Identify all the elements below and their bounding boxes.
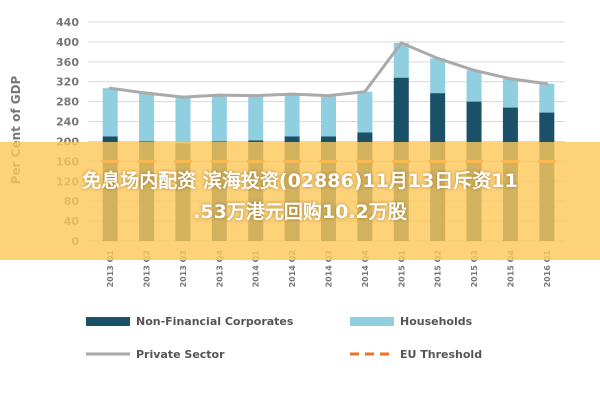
point-private-sector: [545, 82, 549, 86]
point-private-sector: [108, 86, 112, 90]
x-tick-label: 2015 Q1: [397, 250, 406, 288]
legend-label-non-financial-corporates: Non-Financial Corporates: [136, 315, 294, 328]
legend: Non-Financial Corporates Households Priv…: [86, 315, 482, 361]
overlay-caption-line2: .53万港元回购10.2万股: [193, 201, 407, 223]
bar-households: [139, 93, 155, 142]
bar-households: [211, 95, 227, 142]
legend-swatch-households: [350, 317, 394, 326]
x-tick-label: 2014 Q3: [325, 250, 334, 287]
bar-households: [248, 95, 264, 141]
point-private-sector: [181, 95, 185, 99]
x-tick-label: 2013 Q3: [179, 250, 188, 287]
point-private-sector: [145, 91, 149, 95]
bar-households: [502, 78, 518, 108]
point-private-sector: [472, 68, 476, 72]
bar-households: [321, 95, 336, 137]
y-tick-label: 400: [56, 36, 79, 49]
x-tick-label: 2015 Q2: [434, 250, 443, 287]
bar-households: [284, 94, 300, 137]
overlay-caption-line1: 免息场内配资 滨海投资(02886)11月13日斥资11: [82, 170, 518, 192]
bar-households: [430, 58, 446, 94]
x-tick-label: 2016 Q1: [543, 250, 552, 288]
y-tick-label: 360: [56, 56, 79, 69]
point-private-sector: [327, 94, 330, 98]
x-axis-ticks: 2013 Q1 2013 Q2 2013 Q3 2013 Q4 2014 Q1 2014 …: [106, 250, 552, 288]
y-tick-label: 440: [56, 16, 79, 29]
x-tick-label: 2015 Q3: [470, 250, 479, 287]
legend-label-eu-threshold: EU Threshold: [400, 348, 482, 361]
point-private-sector: [217, 93, 221, 97]
bar-households: [102, 88, 118, 137]
bar-households: [357, 91, 373, 133]
point-private-sector: [363, 90, 367, 94]
overlay-caption: 免息场内配资 滨海投资(02886)11月13日斥资11 .53万港元回购10.…: [8, 166, 592, 228]
bar-households: [175, 97, 191, 144]
x-tick-label: 2015 Q4: [506, 250, 515, 288]
x-tick-label: 2013 Q4: [215, 250, 224, 288]
y-tick-label: 280: [56, 96, 79, 109]
y-tick-label: 240: [56, 116, 79, 129]
point-private-sector: [399, 41, 403, 45]
bar-households: [539, 83, 555, 113]
x-tick-label: 2014 Q1: [252, 250, 261, 288]
bar-households: [466, 70, 482, 102]
x-tick-label: 2014 Q2: [288, 250, 297, 287]
y-tick-label: 320: [56, 76, 79, 89]
point-private-sector: [436, 56, 440, 60]
x-tick-label: 2013 Q1: [106, 250, 115, 288]
x-tick-label: 2013 Q2: [143, 250, 152, 287]
point-private-sector: [290, 92, 294, 96]
legend-label-private-sector: Private Sector: [136, 348, 225, 361]
x-tick-label: 2014 Q4: [361, 250, 370, 288]
point-private-sector: [508, 77, 512, 81]
overlay-banner: [0, 142, 600, 260]
bar-households: [393, 42, 409, 78]
legend-label-households: Households: [400, 315, 473, 328]
legend-swatch-non-financial-corporates: [86, 317, 130, 326]
point-private-sector: [254, 94, 258, 98]
